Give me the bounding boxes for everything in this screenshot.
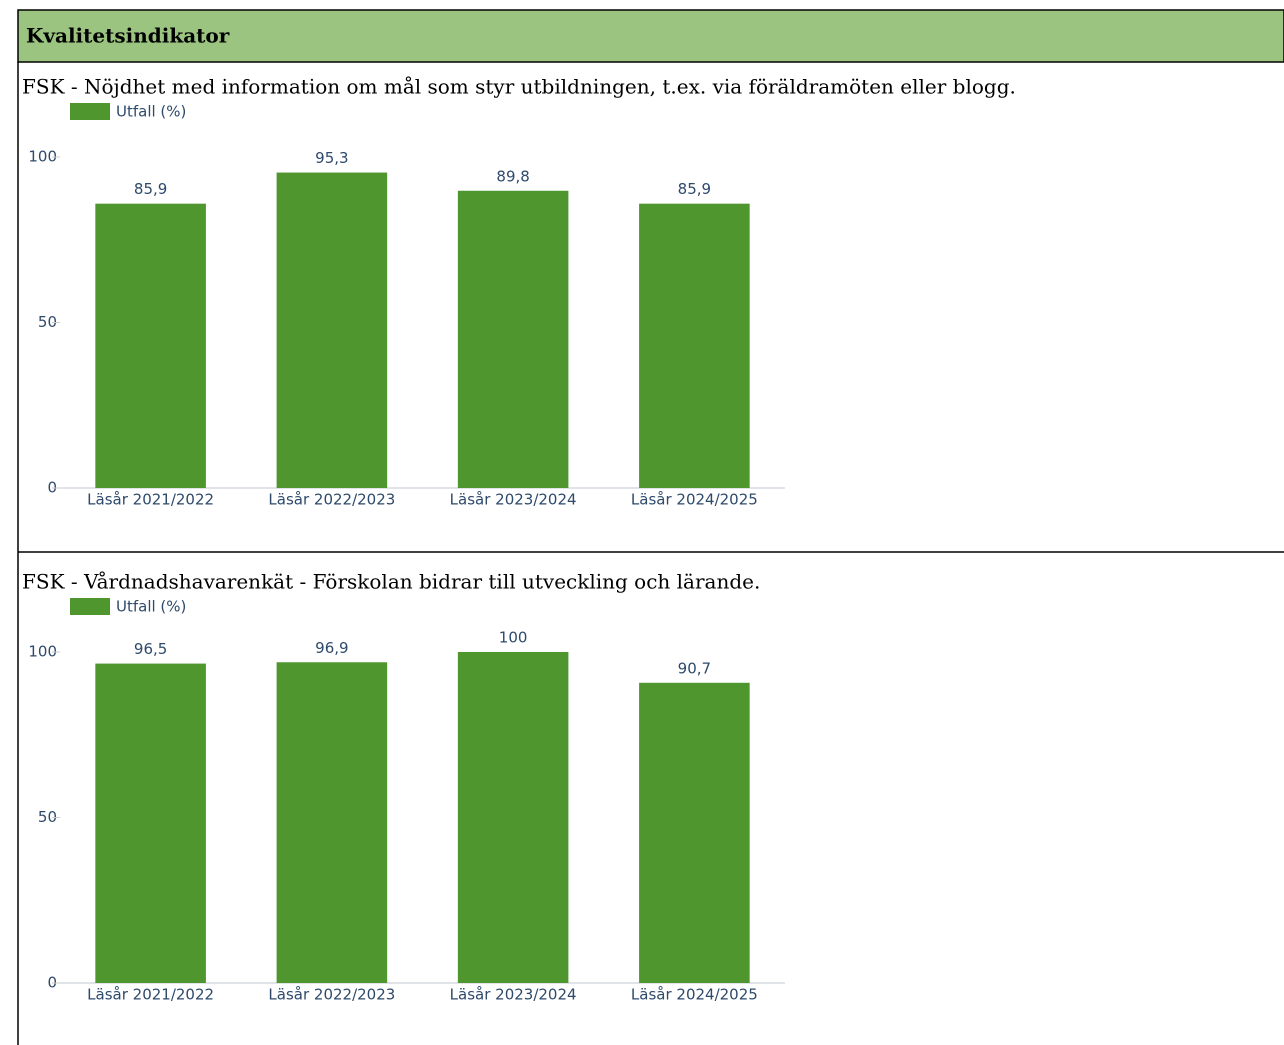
y-tick-label: 50 <box>38 313 57 331</box>
data-label: 96,9 <box>315 639 348 657</box>
legend-label: Utfall (%) <box>116 103 186 121</box>
bar <box>639 682 750 983</box>
header-band <box>17 9 1284 63</box>
x-tick-label: Läsår 2024/2025 <box>631 986 758 1004</box>
y-tick-label: 100 <box>28 643 57 661</box>
bar <box>639 203 750 488</box>
x-tick-label: Läsår 2023/2024 <box>450 986 577 1004</box>
legend-swatch <box>70 103 110 120</box>
bar <box>457 652 569 983</box>
x-tick-label: Läsår 2023/2024 <box>450 491 577 509</box>
legend-label: Utfall (%) <box>116 598 186 616</box>
bar <box>95 663 206 983</box>
data-label: 89,8 <box>496 167 529 185</box>
chart-title: FSK - Vårdnadshavarenkät - Förskolan bid… <box>22 570 760 594</box>
bar <box>457 190 569 488</box>
bar <box>95 203 206 488</box>
y-tick-label: 100 <box>28 148 57 166</box>
bar <box>276 662 388 983</box>
legend-swatch <box>70 598 110 615</box>
data-label: 85,9 <box>134 180 167 198</box>
data-label: 100 <box>499 629 528 647</box>
chart-title: FSK - Nöjdhet med information om mål som… <box>22 75 1016 99</box>
header-title: Kvalitetsindikator <box>26 24 230 48</box>
bar <box>276 172 388 488</box>
x-tick-label: Läsår 2022/2023 <box>268 491 395 509</box>
y-tick-label: 50 <box>38 808 57 826</box>
data-label: 90,7 <box>678 659 711 677</box>
x-tick-label: Läsår 2021/2022 <box>87 491 214 509</box>
data-label: 96,5 <box>134 640 167 658</box>
data-label: 85,9 <box>678 180 711 198</box>
x-tick-label: Läsår 2021/2022 <box>87 986 214 1004</box>
data-label: 95,3 <box>315 149 348 167</box>
x-tick-label: Läsår 2024/2025 <box>631 491 758 509</box>
x-tick-label: Läsår 2022/2023 <box>268 986 395 1004</box>
